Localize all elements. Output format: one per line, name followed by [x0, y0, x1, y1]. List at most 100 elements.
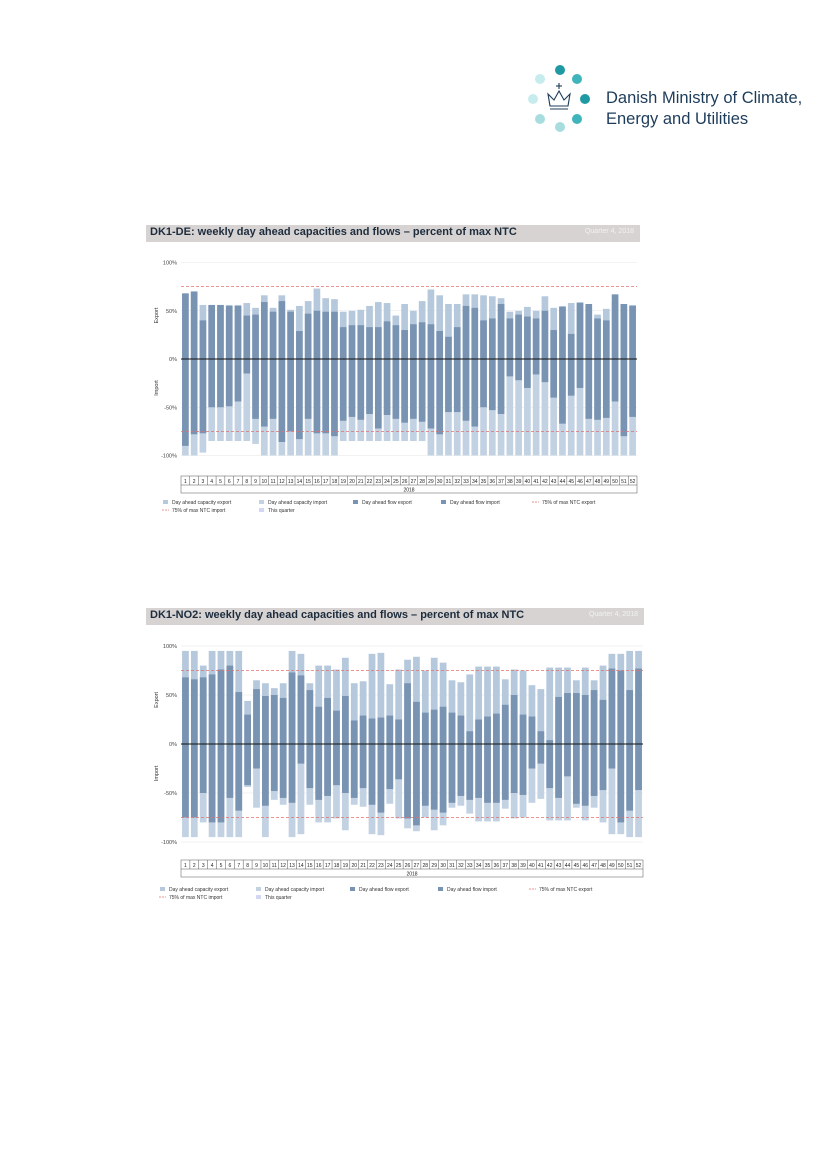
capacity-export-bar: [484, 666, 491, 744]
capacity-export-bar: [427, 289, 435, 359]
x-tick-label: 39: [516, 479, 522, 485]
flow-import-bar: [629, 359, 636, 417]
flow-export-bar: [322, 311, 330, 359]
flow-import-bar: [418, 359, 426, 422]
x-tick-label: 51: [621, 479, 627, 485]
flow-export-bar: [386, 715, 394, 744]
legend-label: 75% of max NTC import: [172, 508, 226, 514]
capacity-export-bar: [519, 670, 527, 744]
logo-dot: [528, 94, 538, 104]
legend-swatch: [441, 500, 446, 504]
y-tick-label: 100%: [163, 644, 177, 650]
x-tick-label: 3: [202, 479, 205, 485]
x-tick-label: 24: [387, 863, 393, 869]
legend-swatch: [438, 887, 443, 891]
x-tick-label: 31: [446, 479, 452, 485]
flow-export-bar: [306, 690, 314, 744]
capacity-export-bar: [439, 662, 447, 744]
x-tick-label: 38: [511, 863, 517, 869]
y-tick-label: -50%: [164, 405, 177, 411]
flow-import-bar: [524, 359, 531, 388]
x-tick-label: 47: [586, 479, 592, 485]
x-tick-label: 6: [228, 863, 231, 869]
x-tick-label: 9: [254, 479, 257, 485]
flow-import-bar: [617, 744, 625, 823]
legend-label: Day ahead capacity export: [169, 887, 229, 893]
x-tick-label: 2: [193, 863, 196, 869]
x-tick-label: 5: [220, 863, 223, 869]
capacity-export-bar: [457, 682, 465, 744]
x-tick-label: 14: [298, 863, 304, 869]
x-tick-label: 10: [263, 863, 269, 869]
x-tick-label: 3: [202, 863, 205, 869]
capacity-export-bar: [368, 653, 376, 744]
x-tick-label: 28: [423, 863, 429, 869]
x-tick-label: 23: [378, 863, 384, 869]
chart-quarter-label: Quarter 4, 2018: [588, 611, 638, 618]
capacity-export-bar: [537, 689, 545, 744]
x-tick-label: 50: [618, 863, 624, 869]
x-tick-label: 4: [211, 863, 214, 869]
x-tick-label: 1: [184, 479, 187, 485]
flow-import-bar: [339, 359, 347, 421]
flow-import-bar: [436, 359, 444, 435]
flow-import-bar: [182, 744, 189, 818]
flow-import-bar: [497, 359, 505, 415]
x-tick-label: 4: [210, 479, 213, 485]
flow-import-bar: [288, 744, 296, 803]
x-tick-label: 37: [503, 863, 509, 869]
x-tick-label: 38: [507, 479, 513, 485]
flow-export-bar: [453, 327, 461, 359]
flow-export-bar: [635, 668, 642, 744]
flow-export-bar: [430, 709, 438, 744]
x-tick-label: 24: [384, 479, 390, 485]
flow-import-bar: [528, 744, 536, 769]
flow-export-bar: [217, 669, 225, 744]
flow-import-bar: [599, 744, 607, 791]
x-tick-label: 44: [560, 479, 566, 485]
flow-import-bar: [401, 359, 408, 423]
flow-import-bar: [559, 359, 566, 424]
flow-import-bar: [392, 359, 400, 419]
flow-import-bar: [260, 359, 268, 427]
x-tick-label: 30: [437, 479, 443, 485]
x-tick-label: 52: [630, 479, 636, 485]
capacity-export-bar: [395, 669, 403, 744]
flow-import-bar: [208, 359, 216, 408]
x-tick-label: 42: [547, 863, 553, 869]
flow-import-bar: [537, 744, 545, 764]
flow-import-bar: [462, 359, 470, 421]
flow-export-bar: [506, 318, 514, 359]
flow-export-bar: [333, 710, 340, 744]
flow-import-bar: [572, 744, 580, 804]
legend-swatch: [353, 500, 358, 504]
x-tick-label: 9: [255, 863, 258, 869]
flow-import-bar: [217, 744, 225, 823]
capacity-export-bar: [350, 683, 358, 744]
flow-import-bar: [244, 744, 252, 786]
flow-import-bar: [297, 744, 305, 764]
flow-export-bar: [235, 692, 243, 744]
flow-export-bar: [576, 303, 584, 359]
x-tick-label: 7: [237, 863, 240, 869]
x-tick-label: 22: [367, 479, 373, 485]
chart-title: DK1-DE: weekly day ahead capacities and …: [150, 226, 517, 238]
capacity-import-bar: [506, 359, 514, 456]
flow-export-bar: [234, 305, 242, 359]
flow-import-bar: [506, 359, 514, 377]
capacity-import-bar: [576, 359, 584, 456]
y-axis-label-import: Import: [154, 380, 160, 396]
flow-export-bar: [581, 695, 589, 744]
flow-export-bar: [208, 674, 216, 744]
x-tick-label: 46: [577, 479, 583, 485]
flow-import-bar: [324, 744, 331, 796]
flow-export-bar: [559, 306, 566, 359]
capacity-import-bar: [253, 744, 260, 808]
x-tick-label: 29: [431, 863, 437, 869]
flow-export-bar: [278, 301, 286, 359]
capacity-import-bar: [532, 359, 540, 456]
x-axis-label: 2018: [406, 872, 417, 878]
x-tick-label: 13: [288, 479, 294, 485]
flow-import-bar: [270, 744, 278, 792]
flow-import-bar: [410, 359, 417, 419]
